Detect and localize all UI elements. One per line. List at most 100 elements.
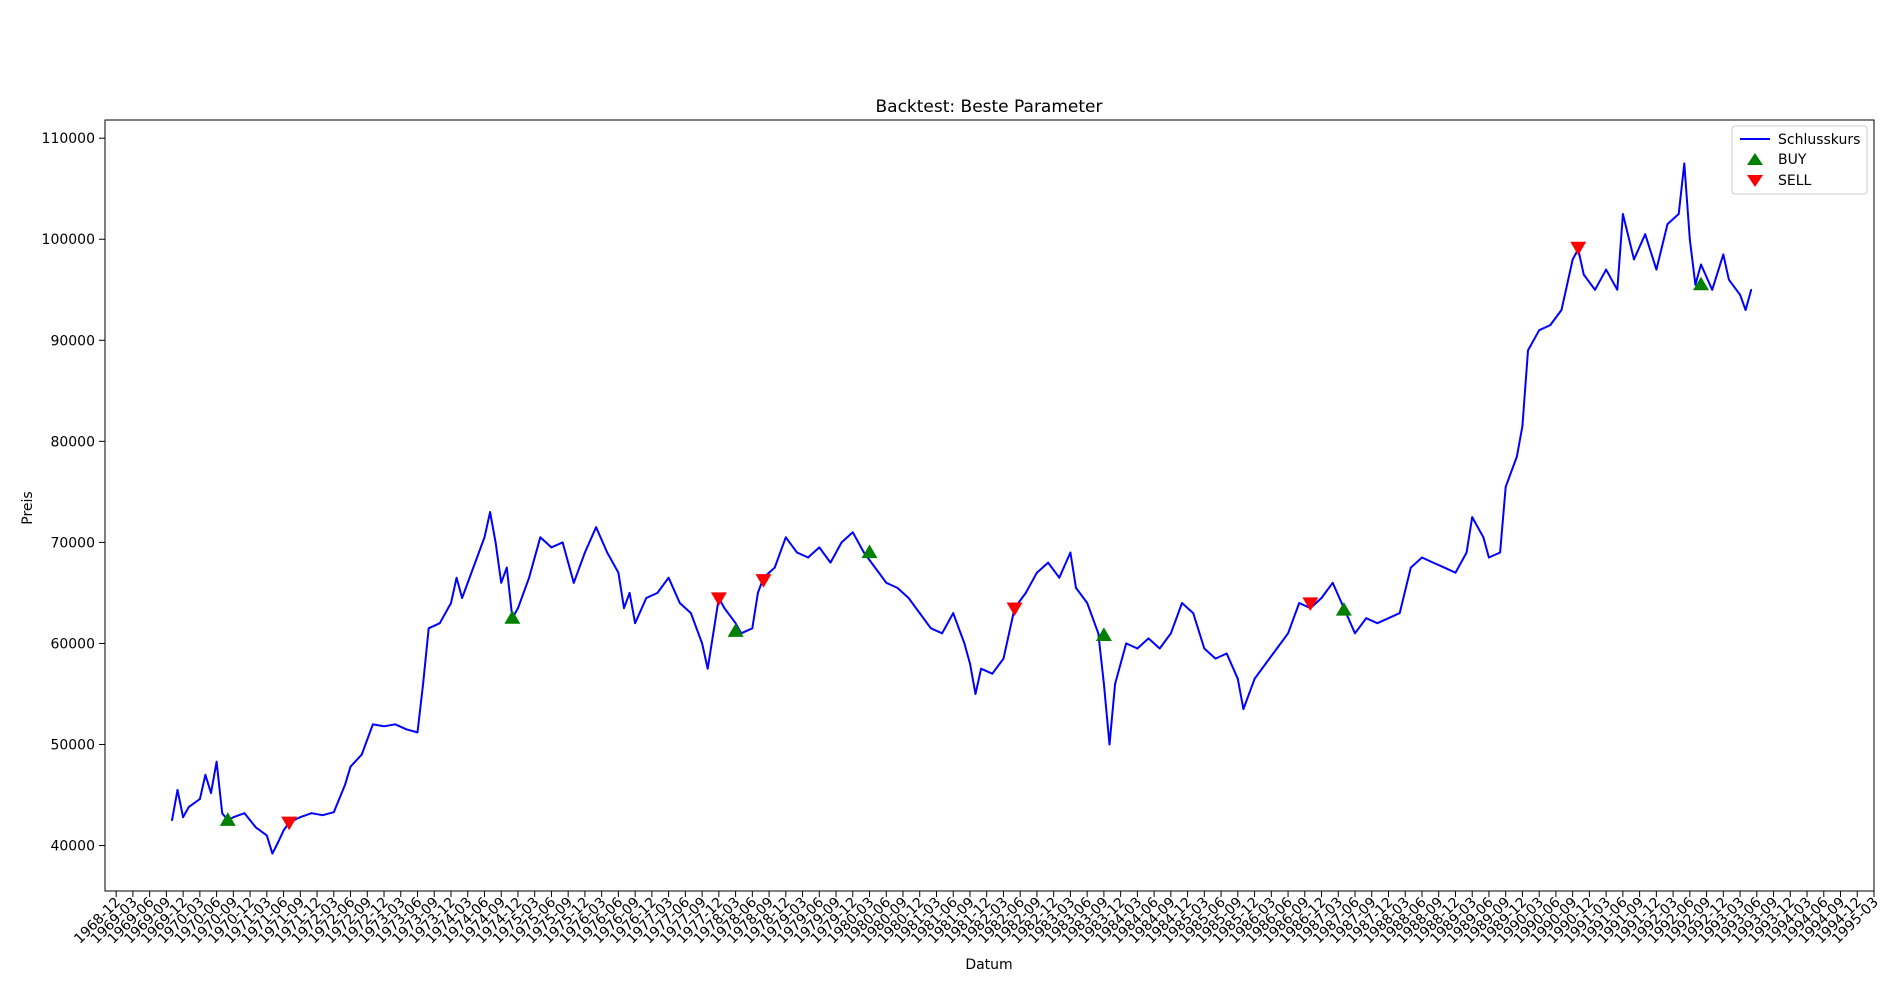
legend-buy-swatch xyxy=(1747,153,1763,165)
buy-marker xyxy=(219,812,236,826)
data-point xyxy=(1069,551,1072,554)
data-point xyxy=(1571,258,1574,261)
data-point xyxy=(1694,283,1697,286)
data-point xyxy=(427,627,430,630)
legend-entry-label: Schlusskurs xyxy=(1778,132,1860,148)
data-point xyxy=(1633,258,1635,261)
data-point xyxy=(455,576,458,579)
data-point xyxy=(1036,571,1038,574)
data-point xyxy=(1594,288,1596,291)
data-point xyxy=(1108,743,1111,746)
data-point xyxy=(187,806,190,809)
data-point xyxy=(667,576,670,579)
data-point xyxy=(193,802,196,804)
data-point xyxy=(1058,576,1061,579)
data-point xyxy=(1504,485,1507,488)
buy-marker xyxy=(1693,276,1710,291)
y-tick-label: 50000 xyxy=(50,737,95,753)
data-point xyxy=(517,607,519,609)
data-point xyxy=(1582,273,1585,276)
data-point xyxy=(405,728,408,731)
data-point xyxy=(1700,263,1702,266)
data-point xyxy=(483,536,486,539)
data-point xyxy=(438,622,441,625)
y-axis-label: Preis xyxy=(20,491,36,524)
sell-marker xyxy=(281,816,298,831)
data-point xyxy=(584,551,586,554)
data-point xyxy=(1409,566,1412,569)
data-point xyxy=(645,597,648,599)
legend-entry-label: SELL xyxy=(1778,173,1812,189)
data-point xyxy=(416,731,419,734)
data-point xyxy=(1158,647,1161,650)
data-point xyxy=(1214,657,1217,660)
data-point xyxy=(1298,602,1301,604)
data-point xyxy=(941,632,943,635)
data-point xyxy=(974,693,977,695)
data-point xyxy=(1655,268,1658,271)
data-point xyxy=(243,812,246,815)
data-point xyxy=(1688,238,1691,241)
data-point xyxy=(623,607,625,609)
data-point xyxy=(1644,233,1647,236)
data-point xyxy=(1677,213,1680,215)
buy-marker xyxy=(1095,627,1112,641)
data-point xyxy=(182,816,185,819)
data-point xyxy=(1242,708,1245,711)
series-line-schlusskurs xyxy=(171,162,1753,855)
data-point xyxy=(930,627,932,630)
data-point xyxy=(907,597,910,599)
data-point xyxy=(1605,268,1608,271)
data-point xyxy=(1722,253,1725,256)
data-point xyxy=(628,592,631,594)
data-point xyxy=(1320,597,1323,599)
data-point xyxy=(606,551,609,554)
data-point xyxy=(1097,632,1100,635)
data-point xyxy=(171,819,173,822)
data-point xyxy=(1728,278,1730,281)
data-point xyxy=(561,541,564,544)
data-point xyxy=(232,816,235,819)
data-point xyxy=(1024,592,1027,594)
data-point xyxy=(1181,602,1183,604)
data-point xyxy=(1075,586,1077,589)
data-point xyxy=(712,632,715,635)
data-point xyxy=(969,662,971,665)
legend-sell-swatch xyxy=(1747,175,1763,187)
data-point xyxy=(528,576,531,579)
data-point xyxy=(360,753,363,756)
data-point xyxy=(332,811,335,814)
data-point xyxy=(1454,571,1457,574)
y-tick-label: 40000 xyxy=(50,839,95,855)
data-point xyxy=(1147,637,1150,640)
data-point xyxy=(1471,516,1474,519)
data-point xyxy=(1192,612,1195,615)
data-point xyxy=(1739,293,1741,296)
data-point xyxy=(796,551,798,554)
x-axis-label: Datum xyxy=(965,957,1012,973)
data-point xyxy=(1488,556,1490,559)
data-point xyxy=(1499,551,1502,554)
legend-entry-label: BUY xyxy=(1778,152,1807,168)
data-point xyxy=(1683,162,1686,165)
data-point xyxy=(383,725,385,728)
data-point xyxy=(885,581,888,584)
data-point xyxy=(1750,288,1753,291)
data-point xyxy=(807,556,810,559)
data-point xyxy=(500,581,503,584)
data-point xyxy=(550,546,553,549)
y-axis: 40000 50000 60000 70000 80000 90000 100000 1100… xyxy=(42,131,105,855)
sell-marker xyxy=(1570,241,1587,256)
y-tick-label: 70000 xyxy=(50,535,95,551)
x-axis: 1968-121969-031969-061969-091969-121970-… xyxy=(71,891,1882,947)
data-point xyxy=(489,511,491,513)
data-point xyxy=(617,571,620,574)
plot-area xyxy=(171,162,1753,855)
data-point xyxy=(1560,309,1563,311)
data-point xyxy=(863,551,865,554)
buy-marker xyxy=(504,610,521,624)
data-point xyxy=(1744,309,1747,311)
data-point xyxy=(1549,324,1552,327)
data-point xyxy=(1432,561,1435,564)
data-point xyxy=(572,581,575,584)
